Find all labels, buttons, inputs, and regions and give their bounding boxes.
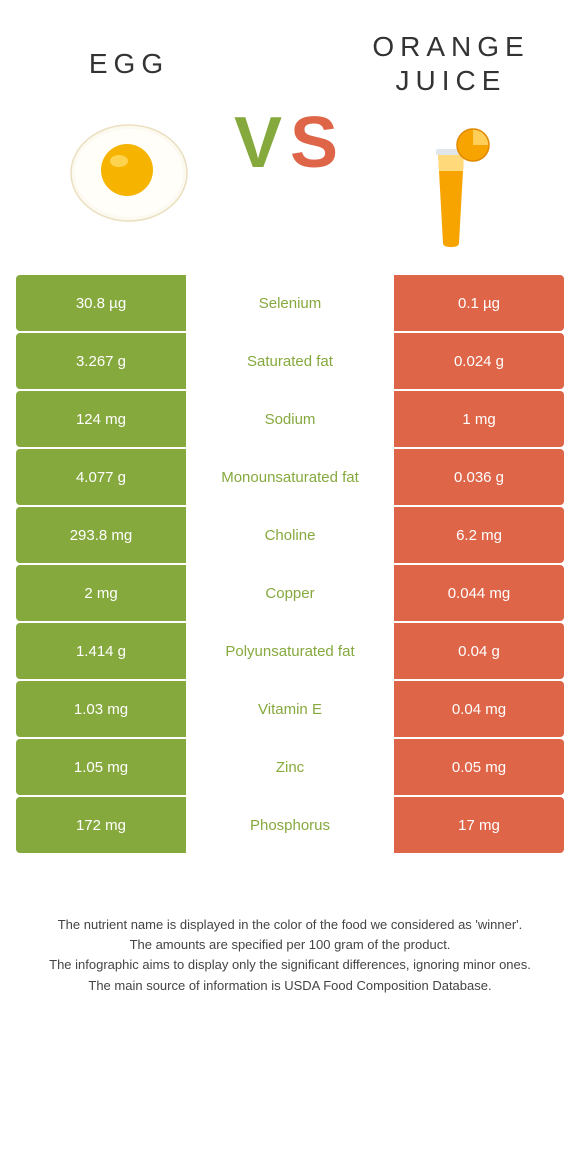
left-food-column: EGG — [30, 47, 228, 239]
nutrient-label-cell: Zinc — [186, 739, 394, 795]
nutrient-comparison-table: 30.8 µgSelenium0.1 µg3.267 gSaturated fa… — [0, 275, 580, 853]
nutrient-label-cell: Sodium — [186, 391, 394, 447]
right-value-cell: 0.024 g — [394, 333, 564, 389]
nutrient-label-cell: Copper — [186, 565, 394, 621]
vs-label: VS — [228, 102, 352, 184]
nutrient-row: 124 mgSodium1 mg — [16, 391, 564, 447]
right-value-cell: 0.1 µg — [394, 275, 564, 331]
nutrient-label-cell: Polyunsaturated fat — [186, 623, 394, 679]
left-food-title: EGG — [89, 47, 169, 81]
right-value-cell: 0.036 g — [394, 449, 564, 505]
nutrient-label-cell: Vitamin E — [186, 681, 394, 737]
right-value-cell: 1 mg — [394, 391, 564, 447]
left-value-cell: 30.8 µg — [16, 275, 186, 331]
orange-juice-icon — [381, 115, 521, 255]
left-value-cell: 4.077 g — [16, 449, 186, 505]
right-value-cell: 17 mg — [394, 797, 564, 853]
right-value-cell: 6.2 mg — [394, 507, 564, 563]
left-value-cell: 1.05 mg — [16, 739, 186, 795]
footer-line-4: The main source of information is USDA F… — [34, 976, 546, 996]
fried-egg-icon — [59, 98, 199, 238]
nutrient-row: 172 mgPhosphorus17 mg — [16, 797, 564, 853]
left-value-cell: 293.8 mg — [16, 507, 186, 563]
left-value-cell: 172 mg — [16, 797, 186, 853]
right-value-cell: 0.044 mg — [394, 565, 564, 621]
nutrient-row: 1.414 gPolyunsaturated fat0.04 g — [16, 623, 564, 679]
right-food-title: ORANGE JUICE — [372, 30, 529, 97]
footer-line-1: The nutrient name is displayed in the co… — [34, 915, 546, 935]
right-value-cell: 0.04 mg — [394, 681, 564, 737]
left-value-cell: 124 mg — [16, 391, 186, 447]
nutrient-row: 293.8 mgCholine6.2 mg — [16, 507, 564, 563]
footer-line-3: The infographic aims to display only the… — [34, 955, 546, 975]
nutrient-row: 4.077 gMonounsaturated fat0.036 g — [16, 449, 564, 505]
vs-v: V — [234, 103, 290, 183]
nutrient-label-cell: Choline — [186, 507, 394, 563]
left-value-cell: 1.414 g — [16, 623, 186, 679]
left-value-cell: 2 mg — [16, 565, 186, 621]
left-value-cell: 1.03 mg — [16, 681, 186, 737]
right-food-column: ORANGE JUICE — [352, 30, 550, 255]
nutrient-label-cell: Phosphorus — [186, 797, 394, 853]
left-value-cell: 3.267 g — [16, 333, 186, 389]
nutrient-row: 2 mgCopper0.044 mg — [16, 565, 564, 621]
header: EGG VS ORANGE JUICE — [0, 0, 580, 275]
footer-notes: The nutrient name is displayed in the co… — [0, 855, 580, 1026]
nutrient-row: 3.267 gSaturated fat0.024 g — [16, 333, 564, 389]
nutrient-row: 1.03 mgVitamin E0.04 mg — [16, 681, 564, 737]
nutrient-label-cell: Selenium — [186, 275, 394, 331]
nutrient-label-cell: Saturated fat — [186, 333, 394, 389]
nutrient-label-cell: Monounsaturated fat — [186, 449, 394, 505]
right-value-cell: 0.04 g — [394, 623, 564, 679]
vs-s: S — [290, 103, 346, 183]
nutrient-row: 30.8 µgSelenium0.1 µg — [16, 275, 564, 331]
right-value-cell: 0.05 mg — [394, 739, 564, 795]
footer-line-2: The amounts are specified per 100 gram o… — [34, 935, 546, 955]
nutrient-row: 1.05 mgZinc0.05 mg — [16, 739, 564, 795]
